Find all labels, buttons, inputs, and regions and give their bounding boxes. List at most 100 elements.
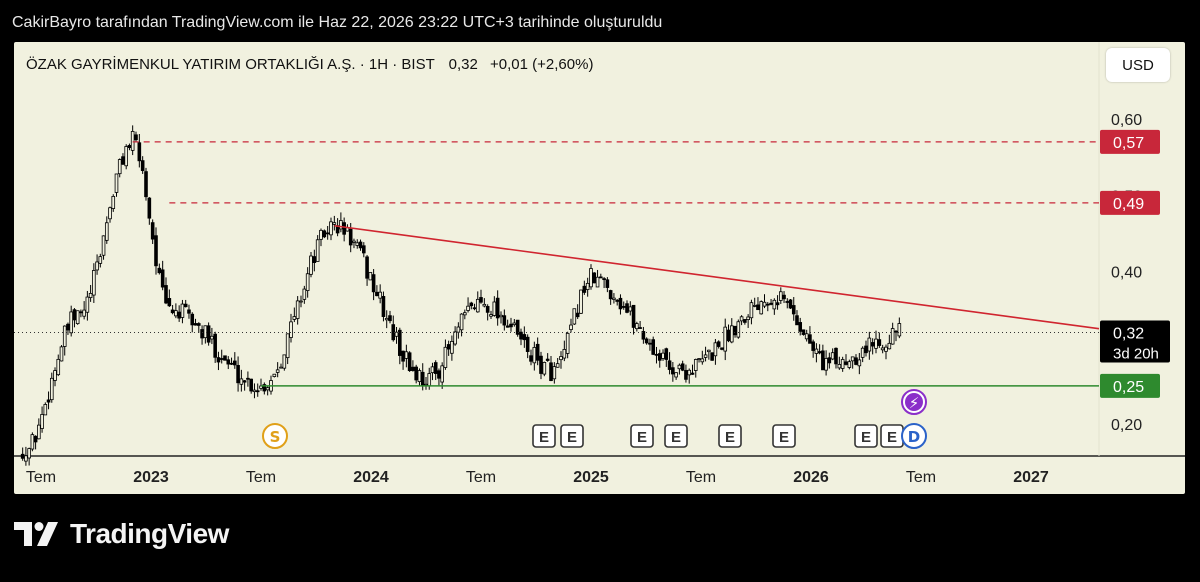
candle-body bbox=[569, 324, 573, 331]
candle-body bbox=[424, 383, 428, 386]
candle-body bbox=[453, 331, 457, 345]
level-price-label: 0,57 bbox=[1113, 135, 1144, 152]
candle-body bbox=[756, 304, 760, 311]
candle-body bbox=[37, 424, 41, 440]
candle-body bbox=[690, 372, 695, 375]
candle-body bbox=[475, 298, 480, 313]
candle-body bbox=[535, 343, 540, 361]
candle-body bbox=[772, 299, 777, 310]
candle-body bbox=[411, 366, 415, 371]
trend-line bbox=[334, 224, 1100, 330]
candle-body bbox=[219, 358, 224, 360]
candle-body bbox=[239, 378, 244, 385]
candle-body bbox=[479, 297, 483, 303]
candle-body bbox=[381, 296, 386, 317]
tradingview-wordmark: TradingView bbox=[70, 518, 229, 549]
x-tick-label: Tem bbox=[246, 469, 276, 486]
candle-body bbox=[249, 378, 253, 392]
candle-body bbox=[509, 323, 513, 328]
candle-body bbox=[329, 221, 333, 236]
candle-body bbox=[342, 222, 346, 235]
candle-body bbox=[736, 321, 741, 338]
candle-body bbox=[167, 298, 172, 307]
currency-button[interactable]: USD bbox=[1106, 48, 1170, 82]
candle-body bbox=[798, 322, 803, 332]
candle-body bbox=[203, 325, 208, 339]
candle-body bbox=[791, 305, 796, 315]
candle-body bbox=[53, 370, 57, 381]
candle-body bbox=[170, 309, 175, 314]
candle-body bbox=[804, 333, 809, 340]
candle-body bbox=[469, 302, 474, 307]
level-price-label: 0,25 bbox=[1113, 379, 1144, 396]
symbol-name[interactable]: ÖZAK GAYRİMENKUL YATIRIM ORTAKLIĞI A.Ş. bbox=[26, 56, 356, 73]
candle-body bbox=[302, 288, 307, 300]
candle-body bbox=[785, 301, 790, 303]
candle-body bbox=[716, 341, 721, 347]
candle-body bbox=[322, 230, 327, 238]
candle-body bbox=[890, 328, 895, 345]
y-tick-label: 0,20 bbox=[1111, 417, 1142, 434]
price-chart[interactable]: 0,600,500,400,300,20Tem2023Tem2024Tem202… bbox=[14, 42, 1185, 494]
candle-body bbox=[529, 355, 533, 362]
candle-body bbox=[522, 334, 527, 341]
candle-body bbox=[407, 352, 412, 372]
candle-body bbox=[808, 334, 812, 344]
chart-panel[interactable]: 0,600,500,400,300,20Tem2023Tem2024Tem202… bbox=[14, 42, 1185, 494]
earnings-marker-letter: E bbox=[861, 429, 871, 446]
candle-body bbox=[657, 353, 662, 361]
candle-body bbox=[844, 361, 848, 365]
candle-body bbox=[164, 285, 168, 304]
current-price-tag bbox=[1100, 320, 1170, 363]
candle-body bbox=[414, 366, 418, 381]
candle-body bbox=[388, 315, 392, 322]
candle-body bbox=[579, 289, 583, 314]
candle-body bbox=[196, 323, 201, 326]
candle-body bbox=[398, 329, 402, 356]
candle-body bbox=[759, 301, 764, 315]
candle-body bbox=[430, 366, 435, 374]
candle-body bbox=[325, 232, 330, 235]
candle-body bbox=[315, 239, 320, 262]
candle-body bbox=[150, 222, 155, 240]
candle-body bbox=[456, 326, 461, 333]
candle-body bbox=[502, 315, 507, 326]
candle-body bbox=[255, 390, 260, 393]
candle-body bbox=[82, 309, 86, 317]
candle-body bbox=[193, 323, 198, 326]
candle-body bbox=[472, 307, 477, 310]
tradingview-logo[interactable]: TradingView bbox=[14, 518, 229, 550]
candle-body bbox=[834, 347, 838, 365]
candle-body bbox=[769, 302, 773, 305]
candle-body bbox=[482, 303, 487, 307]
candle-body bbox=[262, 384, 267, 392]
earnings-marker bbox=[772, 424, 796, 448]
candle-body bbox=[592, 272, 597, 284]
candle-body bbox=[404, 351, 409, 359]
candle-body bbox=[236, 365, 240, 384]
chart-caption: CakirBayro tarafından TradingView.com il… bbox=[12, 14, 663, 31]
candle-body bbox=[210, 335, 214, 340]
candle-body bbox=[358, 241, 363, 249]
candle-body bbox=[499, 314, 503, 318]
candle-body bbox=[599, 276, 603, 279]
x-tick-label: 2026 bbox=[793, 469, 829, 486]
candle-body bbox=[226, 359, 231, 365]
x-tick-label: 2024 bbox=[353, 469, 389, 486]
candle-body bbox=[312, 256, 317, 263]
candle-body bbox=[137, 142, 142, 162]
candle-body bbox=[720, 347, 724, 350]
candle-body bbox=[117, 159, 122, 175]
candle-body bbox=[111, 196, 116, 209]
earnings-marker-letter: E bbox=[671, 429, 681, 446]
candle-body bbox=[505, 325, 510, 328]
candle-body bbox=[723, 326, 728, 352]
level-price-label: 0,49 bbox=[1113, 196, 1144, 213]
x-tick-label: Tem bbox=[906, 469, 936, 486]
candle-body bbox=[450, 341, 454, 354]
candle-body bbox=[371, 274, 376, 293]
earnings-marker-letter: E bbox=[567, 429, 577, 446]
candle-body bbox=[440, 365, 444, 383]
candle-body bbox=[821, 350, 825, 371]
candle-body bbox=[417, 370, 422, 383]
